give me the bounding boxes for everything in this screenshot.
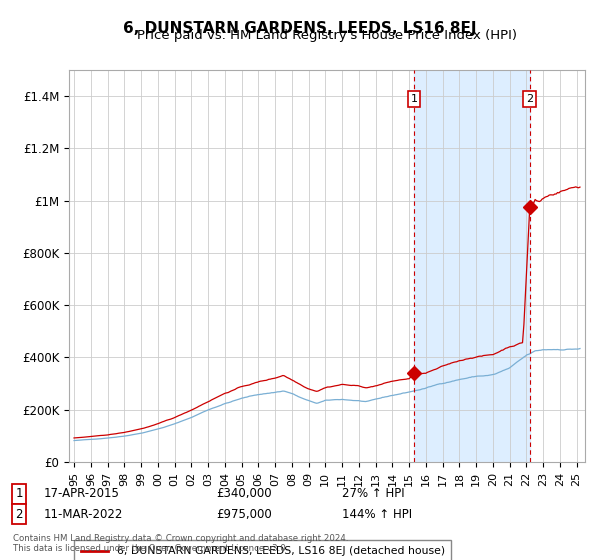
Text: £975,000: £975,000 bbox=[216, 507, 272, 521]
Text: 144% ↑ HPI: 144% ↑ HPI bbox=[342, 507, 412, 521]
Text: 2: 2 bbox=[526, 94, 533, 104]
Title: Price paid vs. HM Land Registry's House Price Index (HPI): Price paid vs. HM Land Registry's House … bbox=[137, 30, 517, 43]
Text: 1: 1 bbox=[410, 94, 418, 104]
Text: Contains HM Land Registry data © Crown copyright and database right 2024.
This d: Contains HM Land Registry data © Crown c… bbox=[13, 534, 349, 553]
Text: 17-APR-2015: 17-APR-2015 bbox=[43, 487, 119, 501]
Legend: 6, DUNSTARN GARDENS, LEEDS, LS16 8EJ (detached house), HPI: Average price, detac: 6, DUNSTARN GARDENS, LEEDS, LS16 8EJ (de… bbox=[74, 540, 451, 560]
Text: 6, DUNSTARN GARDENS, LEEDS, LS16 8EJ: 6, DUNSTARN GARDENS, LEEDS, LS16 8EJ bbox=[123, 21, 477, 36]
Text: £340,000: £340,000 bbox=[216, 487, 272, 501]
Text: 2: 2 bbox=[16, 507, 23, 521]
Text: 11-MAR-2022: 11-MAR-2022 bbox=[43, 507, 122, 521]
Bar bbox=[414, 70, 530, 462]
Text: 27% ↑ HPI: 27% ↑ HPI bbox=[342, 487, 404, 501]
Text: 1: 1 bbox=[16, 487, 23, 501]
